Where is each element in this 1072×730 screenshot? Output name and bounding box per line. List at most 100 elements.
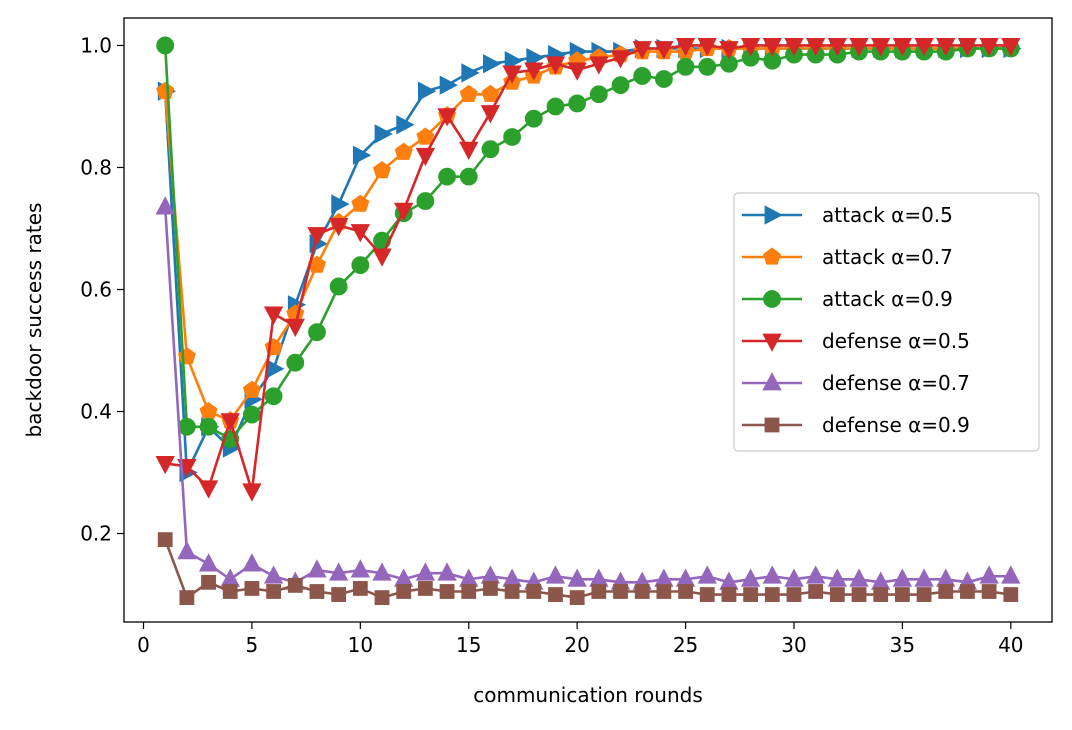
data-point (483, 581, 498, 596)
data-point (675, 38, 696, 57)
data-point (351, 256, 370, 274)
data-point (416, 192, 435, 210)
plot-frame (123, 17, 1053, 623)
y-tick-label: 0.8 (80, 155, 112, 179)
data-point (481, 84, 500, 102)
data-point (416, 127, 435, 145)
data-point (938, 584, 954, 599)
data-point (156, 36, 175, 55)
data-point (979, 38, 999, 57)
data-point (331, 587, 347, 602)
data-point (177, 540, 197, 560)
data-point (459, 141, 479, 161)
data-point (894, 587, 910, 602)
data-point (957, 38, 978, 57)
data-point (198, 480, 219, 499)
series-line (163, 47, 1011, 422)
legend-label: attack α=0.7 (822, 245, 953, 269)
data-point (719, 41, 739, 60)
data-point (352, 145, 372, 165)
data-point (545, 565, 566, 584)
data-point (328, 562, 349, 581)
data-point (307, 559, 327, 578)
data-point (545, 56, 566, 75)
data-point (827, 568, 848, 587)
data-point (892, 38, 913, 57)
series-line (165, 44, 1011, 493)
data-point (633, 67, 652, 85)
data-point (307, 227, 327, 246)
data-point (328, 218, 349, 237)
data-point (960, 584, 975, 599)
data-point (242, 483, 262, 502)
legend-marker (764, 417, 780, 433)
series-line (163, 207, 1011, 584)
legend-box (733, 192, 1040, 452)
data-point (567, 62, 587, 81)
legend-label: defense α=0.9 (822, 413, 970, 437)
data-point (439, 584, 455, 599)
x-tick-label: 25 (673, 633, 698, 657)
data-point (350, 224, 371, 243)
data-point (242, 553, 262, 572)
data-point (263, 565, 284, 584)
axis-ticks: 0 5 10 15 20 25 30 35 40 0.2 0.4 0.6 0.8 1.0 (80, 33, 1023, 657)
data-point (569, 590, 585, 605)
data-point (179, 590, 195, 605)
data-point (461, 584, 477, 599)
data-point (589, 56, 609, 75)
data-point (437, 562, 457, 581)
data-point (656, 584, 672, 599)
data-point (762, 565, 782, 584)
data-point (698, 57, 717, 76)
data-point (871, 38, 891, 57)
data-point (591, 584, 607, 599)
data-point (220, 413, 240, 432)
data-point (504, 584, 520, 599)
data-point (851, 587, 867, 602)
data-point (483, 54, 502, 74)
data-point (329, 277, 348, 296)
data-point (331, 194, 350, 214)
data-point (762, 38, 782, 57)
data-point (242, 380, 261, 398)
data-point (415, 147, 436, 167)
data-point (548, 587, 563, 602)
legend-label: defense α=0.5 (822, 329, 970, 353)
y-tick-label: 1.0 (80, 33, 112, 57)
x-tick-label: 40 (998, 633, 1023, 657)
data-point (849, 38, 869, 57)
data-point (415, 562, 436, 581)
data-point (697, 565, 717, 584)
data-point (654, 70, 673, 88)
data-point (546, 97, 565, 116)
data-point (177, 417, 196, 436)
data-point (372, 161, 392, 179)
data-point (308, 323, 326, 342)
legend-label: defense α=0.7 (822, 371, 970, 395)
data-point (459, 167, 478, 186)
data-point (459, 84, 478, 102)
data-point (567, 568, 587, 587)
legend-marker (763, 290, 781, 308)
x-tick-label: 20 (564, 633, 589, 657)
data-point (372, 562, 392, 581)
data-point (784, 568, 804, 587)
data-point (503, 128, 522, 146)
series-layer (155, 36, 1022, 605)
data-point (699, 587, 715, 602)
data-point (740, 38, 761, 57)
data-point (157, 532, 173, 548)
data-point (461, 63, 480, 83)
data-point (611, 76, 630, 95)
data-point (764, 587, 780, 602)
y-axis-label: backdoor success rates (22, 203, 46, 438)
data-point (981, 584, 997, 599)
data-point (892, 568, 913, 587)
data-point (740, 568, 761, 587)
data-point (287, 577, 303, 593)
data-point (676, 57, 695, 76)
y-tick-label: 0.2 (80, 522, 112, 546)
y-tick-label: 0.6 (80, 277, 112, 301)
